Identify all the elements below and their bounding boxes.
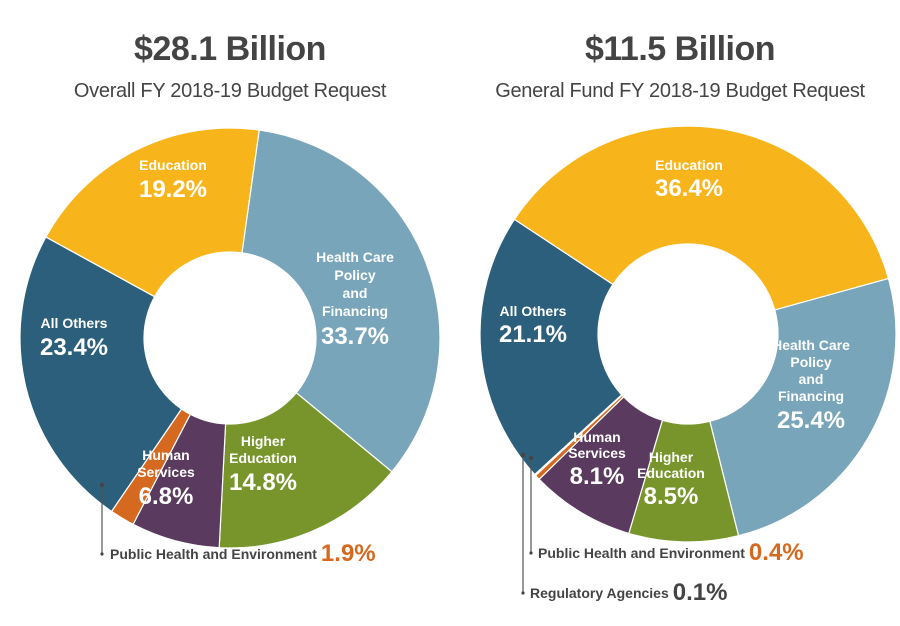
label-education: Education 19.2% [139,157,207,203]
chart-title-overall: $28.1 Billion [134,30,326,68]
slice-label-text: All Others [500,303,567,319]
callout-dot [100,552,104,556]
slice-label-text: Financing [322,303,388,319]
callout-value: 0.4% [749,539,804,566]
callout-label: Regulatory Agencies [530,585,669,601]
slice-value-text: 14.8% [229,469,297,496]
slice-all-others [19,236,183,513]
slice-label-text: Education [139,157,207,173]
slice-label-text: Financing [778,388,844,404]
slice-label-text: Higher [241,433,286,449]
callout-regulatory-agencies: Regulatory Agencies 0.1% [520,452,728,606]
slice-value-text: 33.7% [321,323,389,350]
callout-dot [99,482,105,488]
label-all-others: All Others 21.1% [499,303,567,348]
slice-label-text: Policy [334,267,375,283]
slice-label-text: Human [573,429,620,445]
chart-title-general-fund: $11.5 Billion [584,30,776,68]
chart-subtitle-overall: Overall FY 2018-19 Budget Request [73,80,387,102]
slice-label-text: Higher [649,449,694,465]
slice-label-text: All Others [41,315,108,331]
slice-health-care-policy-and-financing [241,129,441,473]
slice-label-text: Services [137,464,195,480]
callout-value: 1.9% [321,540,376,567]
slice-value-text: 25.4% [777,407,845,434]
donut-chart-0: Health Care Policy and Financing 33.7% Higher… [19,127,441,567]
label-health-care-policy-and-financing: Health Care Policy and Financing 33.7% [316,249,394,350]
callout-public-health-and-environment: Public Health and Environment 0.4% [528,455,804,566]
callout-public-health-and-environment: Public Health and Environment 1.9% [99,482,376,567]
slice-label-text: Education [229,450,297,466]
callout-label: Public Health and Environment [538,545,745,561]
chart-subtitle-general-fund: General Fund FY 2018-19 Budget Request [495,80,865,102]
callout-label: Public Health and Environment [110,546,317,562]
slice-label-text: and [799,371,824,387]
slice-value-text: 6.8% [139,483,194,510]
callout-dot [528,455,534,461]
slice-education [513,125,890,311]
slice-value-text: 19.2% [139,176,207,203]
slice-all-others [479,218,623,476]
slice-higher-education [218,391,393,549]
slice-label-text: Health Care [316,249,394,265]
slice-value-text: 8.1% [570,463,625,490]
label-education: Education 36.4% [655,157,723,202]
slice-label-text: Services [568,445,626,461]
callout-value: 0.1% [673,579,728,606]
slice-label-text: Education [637,465,705,481]
slice-label-text: Education [655,157,723,173]
callout-dot [521,591,525,595]
slice-health-care-policy-and-financing [709,277,897,537]
slice-value-text: 23.4% [40,334,108,361]
slice-label-text: Health Care [772,337,850,353]
slice-education [45,127,260,298]
callout-dot [520,452,526,458]
slice-label-text: Human [142,447,189,463]
slice-label-text: Policy [790,354,831,370]
slice-value-text: 8.5% [644,483,699,510]
slice-value-text: 21.1% [499,321,567,348]
callout-dot [529,551,533,555]
slice-label-text: and [343,285,368,301]
slice-value-text: 36.4% [655,175,723,202]
label-all-others: All Others 23.4% [40,315,108,361]
